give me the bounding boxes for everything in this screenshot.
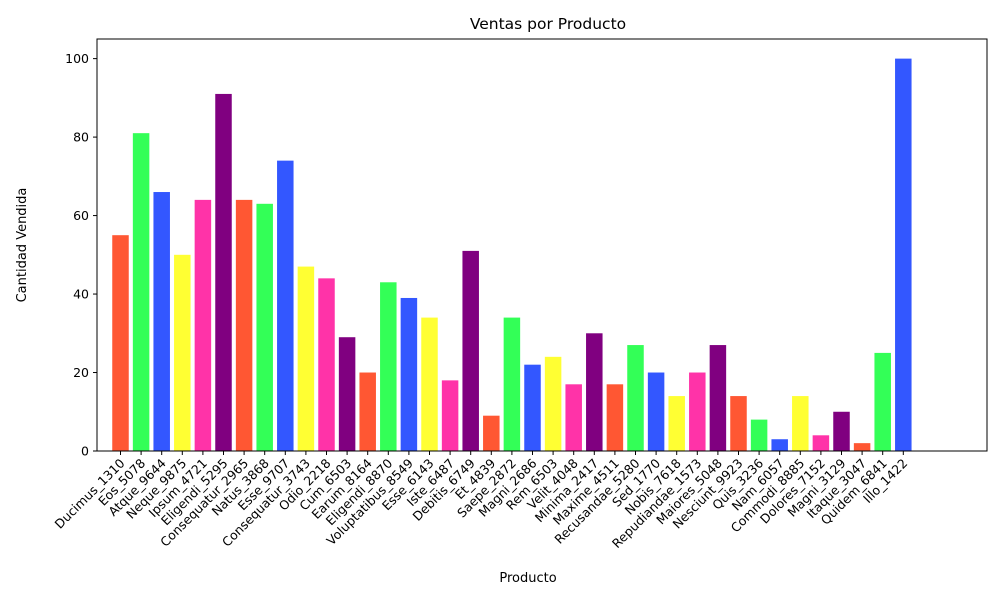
bar-nesciunt-9923	[730, 396, 747, 451]
x-axis-label: Producto	[499, 571, 556, 586]
bar-eligendi-5295	[215, 93, 232, 452]
bar-iste-6487	[441, 380, 459, 451]
bar-natus-3868	[256, 203, 273, 451]
bars-layer	[112, 58, 912, 452]
bar-dolores-7152	[812, 435, 830, 451]
y-tick-label: 20	[73, 365, 89, 380]
bar-velit-4048	[565, 384, 582, 451]
bar-esse-6143	[421, 317, 438, 451]
bar-commodi-8885	[792, 396, 809, 451]
y-axis: 0 20 40 60 80 100	[65, 51, 97, 459]
bar-maxime-4511	[606, 384, 624, 451]
bar-consequatur-2965	[235, 199, 253, 451]
bar-eos-5078	[132, 133, 150, 452]
bar-eligendi-8870	[380, 282, 397, 451]
bar-quidem-6841	[874, 352, 891, 451]
bar-consequatur-3743	[297, 266, 315, 451]
plot-frame	[96, 38, 988, 452]
bar-sed-1770	[647, 372, 665, 451]
bar-esse-9707	[277, 160, 294, 451]
bar-repudiandae-1573	[689, 372, 706, 451]
bar-atque-9644	[153, 192, 170, 451]
x-axis: Ducimus_1310Eos_5078Atque_9644Neque_9875…	[52, 451, 910, 551]
y-axis-label: Cantidad Vendida	[15, 188, 30, 303]
bar-cum-6503	[338, 337, 356, 451]
bar-nobis-7618	[668, 396, 685, 451]
bar-maiores-5048	[709, 345, 727, 451]
bar-earum-8164	[359, 372, 376, 451]
bar-ducimus-1310	[112, 235, 129, 451]
bar-ipsum-4721	[194, 199, 212, 451]
bar-quis-3236	[750, 419, 768, 451]
y-tick-label: 80	[73, 130, 89, 145]
bar-magni-2686	[524, 364, 541, 451]
chart-title: Ventas por Producto	[470, 15, 626, 33]
bar-rem-6503	[544, 356, 562, 451]
bar-recusandae-5280	[627, 345, 644, 451]
bar-voluptatibus-8549	[400, 297, 418, 451]
bar-debitis-6749	[462, 250, 479, 451]
bar-itaque-3047	[853, 443, 871, 451]
bar-nam-6057	[771, 439, 788, 451]
y-tick-label: 40	[73, 287, 89, 302]
bar-et-4839	[483, 415, 500, 451]
y-tick-label: 0	[81, 444, 89, 459]
y-tick-label: 60	[73, 208, 89, 223]
bar-saepe-2872	[503, 317, 521, 451]
bar-illo-1422	[895, 58, 912, 452]
bar-minima-2417	[586, 333, 603, 451]
bar-odio-2218	[318, 278, 335, 451]
y-tick-label: 100	[65, 51, 89, 66]
bar-magni-3129	[833, 411, 850, 451]
bar-neque-9875	[174, 254, 191, 451]
